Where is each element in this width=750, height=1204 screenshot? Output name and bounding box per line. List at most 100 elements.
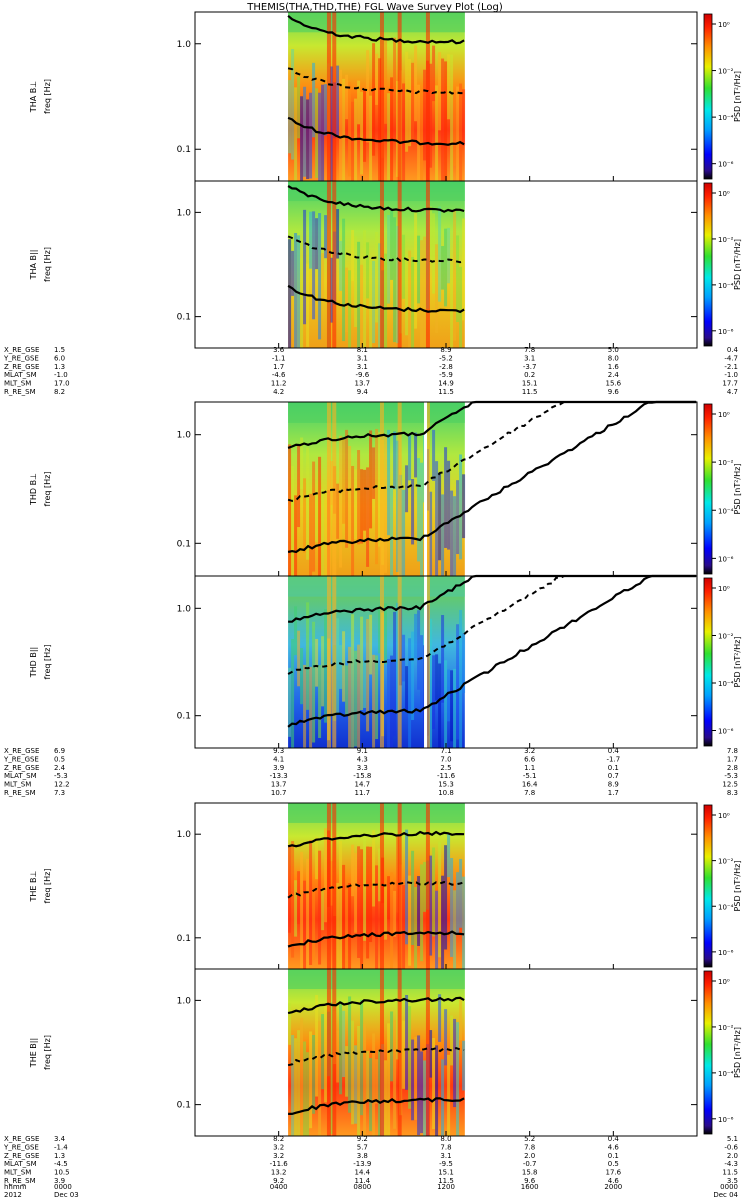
ephemeris-value: -1.7 [606,755,620,763]
spectrogram-stripe [411,631,415,720]
ephemeris-value: -5.1 [523,772,537,780]
spectrogram-stripe [462,876,466,969]
spectrogram-stripe [306,1052,310,1136]
ephemeris-value: 14.7 [355,781,371,789]
spectrogram-stripe [321,489,325,576]
ephemeris-label: Y_RE_GSE [3,354,39,362]
spectrogram-stripe [417,235,421,304]
spectrogram-stripe [351,465,355,576]
spectrogram-stripe [462,474,466,539]
spectrogram-stripe [312,211,316,320]
spectrogram-stripe [297,76,301,139]
spectrogram-stripe [357,241,361,348]
spectrogram-stripe [324,215,328,259]
spectrogram-stripe [402,885,406,969]
colorbar-tick-label: 10⁻⁶ [718,728,734,736]
spectrogram-burst [425,181,430,348]
ephemeris-value: 2.5 [440,764,451,772]
spectrogram-stripe [345,1046,349,1097]
ephemeris-value: 1.6 [608,363,620,371]
spectrogram-stripe [417,610,421,690]
spectrogram-stripe [390,655,394,748]
ephemeris-value: -4.6 [272,371,286,379]
y-tick-label: 1.0 [177,431,192,441]
probe-the: 0.1 1.0 THE B⊥ freq [Hz] 10⁰ 10⁻² 10⁻⁴ 10⁻⁶ PSD … [29,802,742,1137]
ephemeris-value: 11.5 [722,1169,738,1177]
chart-title: THEMIS(THA,THD,THE) FGL Wave Survey Plot… [246,2,503,13]
x-tick-label: 1600 [521,1183,539,1191]
ephemeris-value: 3.9 [54,1177,65,1185]
ephemeris-value: -1.0 [724,371,738,379]
characteristic-frequency-line [287,235,465,264]
spectrogram-stripe [396,602,400,712]
spectrogram-burst [332,12,337,181]
spectrogram-stripe [306,99,310,180]
y-tick-label: 1.0 [177,40,192,50]
colorbar [703,13,713,180]
spectrogram-stripe [393,1020,397,1129]
ephemeris-value: 5.7 [357,1143,368,1151]
spectrogram-stripe [294,1038,298,1136]
spectrogram-stripe [360,849,364,969]
spectrogram-stripe [366,242,370,299]
x-date-label: Dec 03 [54,1191,79,1199]
ephemeris-value: 6.0 [54,354,65,362]
ephemeris-value: -3.7 [523,363,537,371]
ephemeris-value: 3.2 [273,1143,284,1151]
ephemeris-value: -1.4 [54,1143,68,1151]
spectrogram-stripe [414,45,418,122]
ephemeris-value: -4.3 [724,1160,738,1168]
spectrogram-stripe [408,875,412,966]
y-tick-label: 1.0 [177,830,192,840]
spectrogram-stripe [435,654,439,701]
ephemeris-value: -0.7 [523,1160,537,1168]
ephemeris-value: -4.5 [54,1160,68,1168]
colorbar [703,970,713,1135]
spectrogram-burst [326,181,331,348]
spectrogram-burst [397,402,402,576]
spectrogram-stripe [396,225,400,344]
spectrogram-stripe [348,883,352,969]
spectrogram-stripe [384,253,388,348]
spectrogram-stripe [336,618,340,715]
y-axis-unit: freq [Hz] [43,79,52,114]
ephemeris-label: X_RE_GSE [4,346,39,354]
ephemeris-value: 8.2 [54,388,65,396]
colorbar-tick-label: 10⁰ [718,190,730,198]
spectrogram-stripe [372,1033,376,1136]
ephemeris-value: 3.4 [54,1135,66,1143]
spectrogram-burst [425,969,430,1136]
ephemeris-value: 8.1 [357,346,368,354]
spectrogram-stripe [336,209,340,259]
ephemeris-value: 9.4 [357,388,369,396]
spectrogram-stripe [375,1059,379,1104]
spectrogram-stripe [411,62,415,142]
spectrogram-stripe [288,80,292,154]
spectrogram-stripe [411,479,415,545]
spectrogram-stripe [417,876,421,946]
colorbar-tick-label: 10⁻⁴ [718,903,734,911]
colorbar-tick-label: 10⁻² [718,68,734,76]
ephemeris-label: R_RE_SM [4,388,36,396]
spectrogram-stripe [447,669,451,722]
spectrogram-stripe [429,1030,433,1078]
ephemeris-value: -5.3 [54,772,68,780]
spectrogram-stripe [291,49,295,160]
spectrogram-burst [326,12,331,181]
spectrogram-stripe [354,469,358,540]
spectrogram-stripe [456,86,460,181]
spectrogram-stripe [330,66,334,181]
ephemeris-value: 10.8 [438,789,454,797]
spectrogram-stripe [354,650,358,747]
spectrogram-stripe [318,665,322,738]
ephemeris-value: 1.3 [54,363,65,371]
colorbar-tick-label: 10⁻⁴ [718,680,734,688]
spectrogram-stripe [441,58,445,181]
spectrogram-stripe [462,633,466,694]
spectrogram-stripe [360,91,364,175]
spectrogram-stripe [375,655,379,740]
spectrogram-stripe [393,217,397,343]
ephemeris-value: 2.0 [524,1152,535,1160]
spectrogram-stripe [456,235,460,322]
spectrogram-stripe [348,646,352,748]
